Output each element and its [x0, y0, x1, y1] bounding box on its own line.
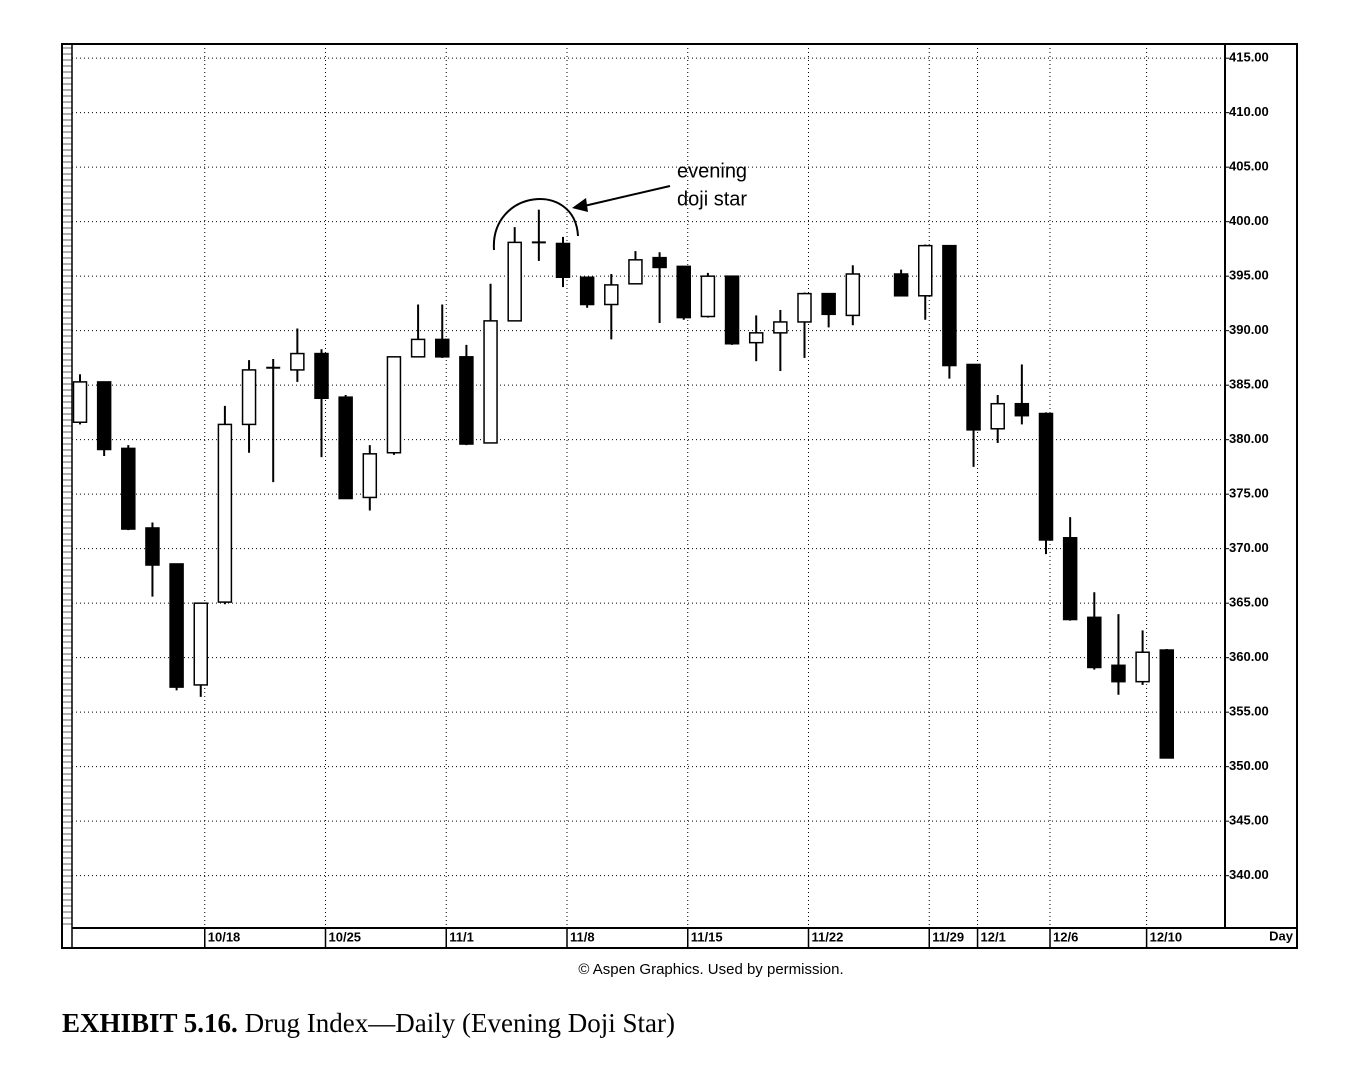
y-tick-label: 350.00 [1229, 758, 1269, 773]
y-tick-label: 345.00 [1229, 813, 1269, 828]
x-tick-label: 12/6 [1053, 929, 1078, 944]
x-tick-label: 11/22 [812, 929, 844, 944]
candle-body [1087, 616, 1102, 669]
x-tick-label: 10/25 [329, 929, 362, 944]
x-tick-label: 11/29 [932, 929, 964, 944]
y-tick-label: 400.00 [1229, 213, 1269, 228]
candle-body [410, 338, 426, 358]
candle-body [918, 244, 933, 297]
y-tick-label: 415.00 [1229, 50, 1269, 65]
y-tick-label: 390.00 [1229, 322, 1269, 337]
y-tick-label: 375.00 [1229, 486, 1269, 501]
candle-body [507, 241, 522, 322]
candle-body [459, 356, 474, 445]
candle-body [797, 292, 812, 323]
candle-body [1135, 651, 1150, 683]
candle-body [362, 453, 378, 499]
x-tick-label: 11/15 [691, 929, 723, 944]
source: © Aspen Graphics. Used by permission. [578, 961, 843, 978]
candle-body [628, 259, 643, 285]
candle-body [773, 321, 788, 334]
candle-body [724, 275, 740, 345]
x-tick-label: 11/8 [570, 929, 595, 944]
candle-body [555, 242, 571, 279]
candle-body [579, 276, 595, 306]
x-tick-label: 12/1 [981, 929, 1006, 944]
candle-body [748, 332, 764, 344]
caption-text: Drug Index—Daily (Evening Doji Star) [245, 1008, 675, 1038]
annotation: evening [677, 160, 747, 182]
y-tick-label: 395.00 [1229, 268, 1269, 283]
x-axis-label: Day [1269, 928, 1294, 943]
x-tick-label: 10/18 [208, 929, 241, 944]
candle-body [1038, 412, 1054, 541]
caption-label: EXHIBIT 5.16. [62, 1008, 238, 1038]
x-tick-label: 11/1 [449, 929, 474, 944]
y-tick-label: 340.00 [1229, 867, 1269, 882]
candle-body [676, 265, 691, 319]
candle-body [1062, 537, 1078, 621]
candle-body [386, 356, 402, 454]
candle-body [604, 284, 619, 306]
candle-body [338, 396, 353, 500]
candle-body [193, 602, 208, 686]
candle-body [893, 273, 909, 297]
y-tick-label: 410.00 [1229, 104, 1269, 119]
candle-body [1111, 664, 1126, 683]
candle-body [169, 563, 184, 688]
annotation: doji star [677, 188, 747, 210]
y-tick-label: 355.00 [1229, 704, 1269, 719]
candle-body [241, 369, 257, 426]
candle-body [1014, 402, 1030, 417]
candle-body [314, 352, 329, 400]
annotation-arc [492, 198, 579, 251]
x-tick-label: 12/10 [1150, 929, 1183, 944]
frame [61, 43, 1298, 949]
candle-body [1159, 649, 1174, 759]
arrow-head [572, 198, 588, 212]
caption: EXHIBIT 5.16. Drug Index—Daily (Evening … [62, 1008, 675, 1038]
candle-body [990, 402, 1005, 430]
annotation-arrow [583, 185, 671, 207]
y-tick-label: 370.00 [1229, 540, 1269, 555]
candle-body [72, 381, 88, 423]
y-tick-label: 360.00 [1229, 649, 1269, 664]
candle-body [966, 363, 981, 431]
candle-body [96, 381, 112, 451]
candle-body [821, 292, 836, 316]
y-tick-label: 385.00 [1229, 377, 1269, 392]
y-tick-label: 380.00 [1229, 431, 1269, 446]
candle-body [942, 244, 957, 367]
candle-body [700, 275, 716, 318]
candle-body [435, 338, 450, 358]
candle-body [652, 256, 667, 269]
candle-body [121, 447, 136, 530]
candle-body [483, 320, 498, 444]
candle-body [845, 273, 861, 317]
y-tick-label: 365.00 [1229, 595, 1269, 610]
y-tick-label: 405.00 [1229, 159, 1269, 174]
candle-body [217, 423, 233, 603]
candle-body [290, 352, 305, 371]
candle-body [145, 527, 160, 566]
